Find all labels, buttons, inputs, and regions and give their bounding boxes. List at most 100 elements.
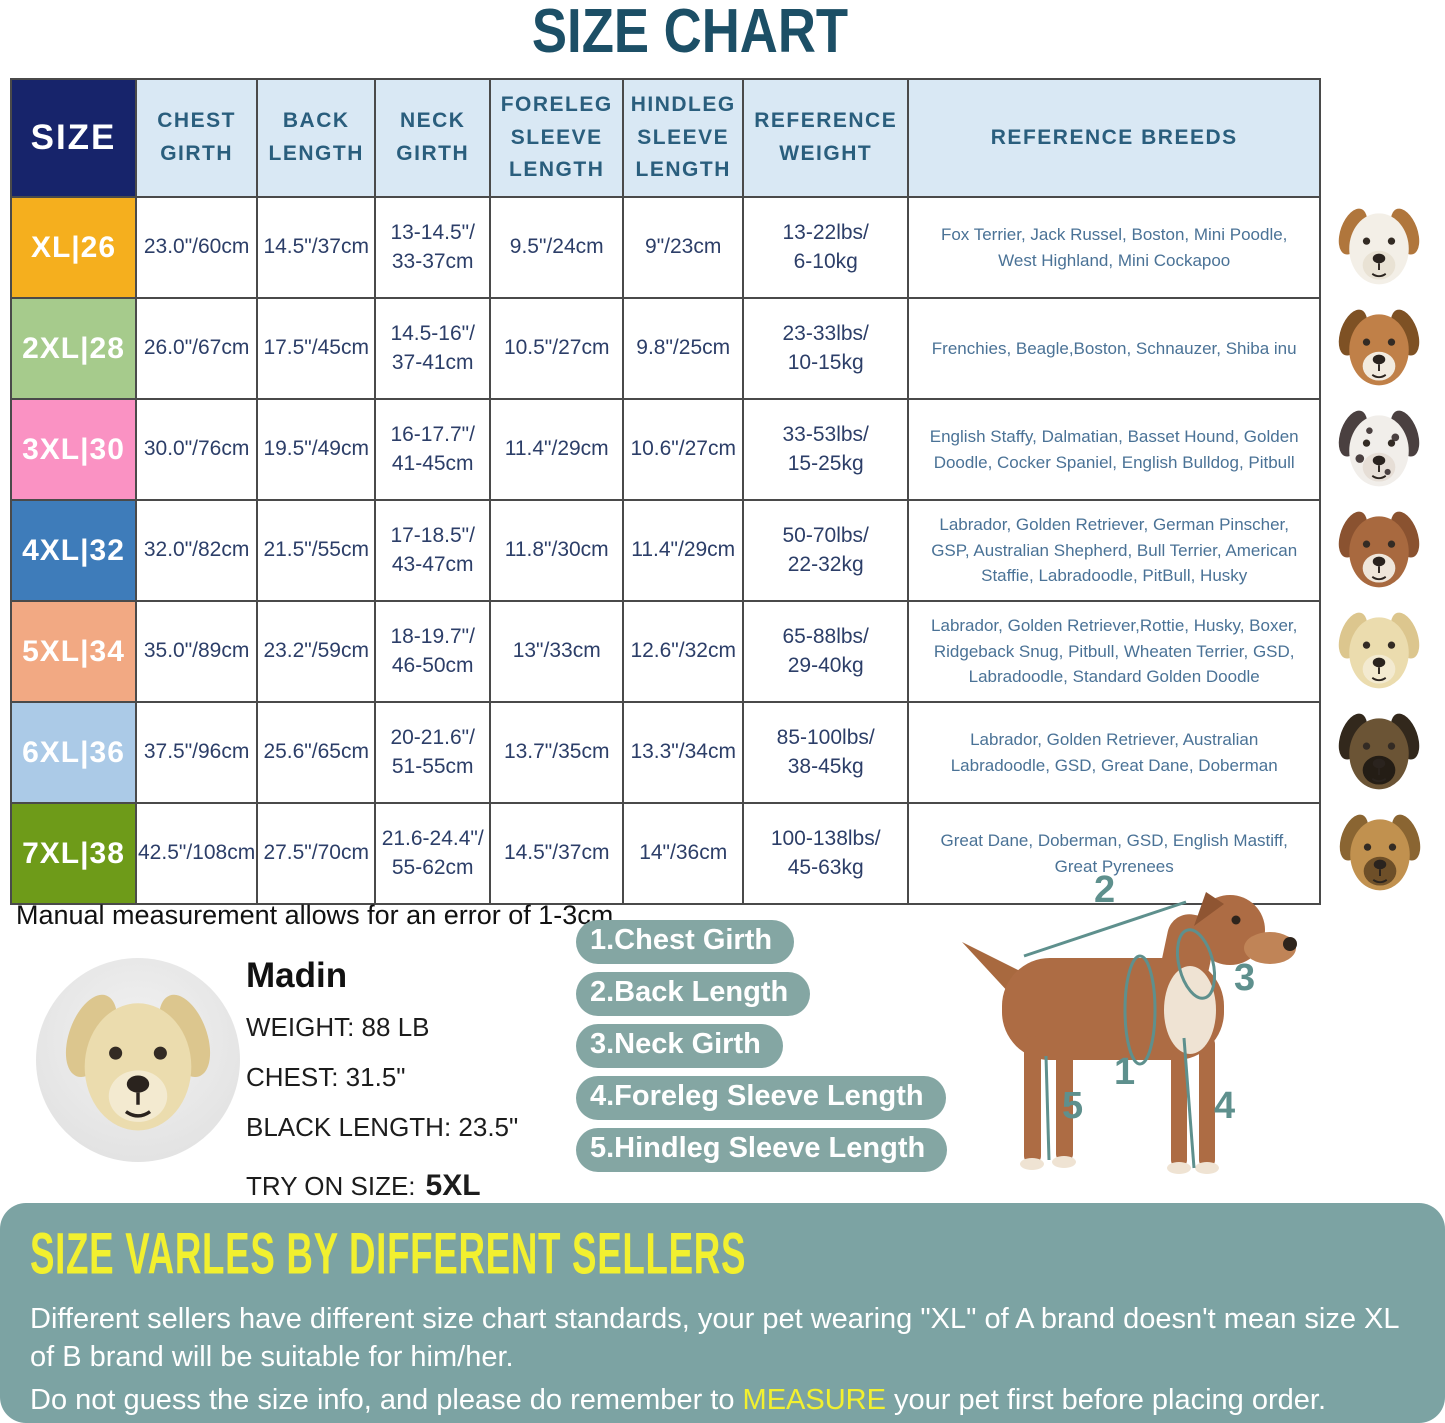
measurement-pill-5: 5.Hindleg Sleeve Length bbox=[576, 1128, 948, 1172]
size-row-4xl-32: 4XL|32 32.0"/82cm 21.5"/55cm 17-18.5"/ 43-4… bbox=[10, 499, 1439, 602]
labrador-photo bbox=[1338, 612, 1420, 689]
foreleg-line bbox=[1182, 1037, 1196, 1169]
column-header-hindleg-sleeve-length: HINDLEG SLEEVE LENGTH bbox=[622, 78, 745, 198]
table-header-row: SIZE CHEST GIRTH BACK LENGTH NECK GIRTH FORE… bbox=[10, 78, 1439, 198]
back-length-cell: 27.5"/70cm bbox=[256, 802, 377, 905]
size-cell: 2XL|28 bbox=[10, 297, 137, 400]
reference-weight-cell: 65-88lbs/ 29-40kg bbox=[742, 600, 910, 703]
neck-girth-cell: 13-14.5"/ 33-37cm bbox=[374, 196, 492, 299]
dalmatian-photo bbox=[1338, 410, 1420, 487]
hindleg-sleeve-cell: 11.4"/29cm bbox=[622, 499, 745, 602]
reference-breeds-cell: Frenchies, Beagle,Boston, Schnauzer, Shi… bbox=[907, 297, 1322, 400]
foreleg-sleeve-cell: 11.4"/29cm bbox=[489, 398, 625, 501]
neck-girth-cell: 17-18.5"/ 43-47cm bbox=[374, 499, 492, 602]
german-shepherd-photo bbox=[1338, 713, 1420, 790]
measure-highlight: MEASURE bbox=[742, 1384, 886, 1417]
table-body: XL|26 23.0"/60cm 14.5"/37cm 13-14.5"/ 33-37… bbox=[10, 196, 1439, 905]
size-row-3xl-30: 3XL|30 30.0"/76cm 19.5"/49cm 16-17.7"/ 41-4… bbox=[10, 398, 1439, 501]
size-cell: 6XL|36 bbox=[10, 701, 137, 804]
back-length-line bbox=[1023, 900, 1187, 958]
foreleg-sleeve-cell: 9.5"/24cm bbox=[489, 196, 625, 299]
reference-breeds-cell: Great Dane, Doberman, GSD, English Masti… bbox=[907, 802, 1322, 905]
neck-girth-cell: 14.5-16"/ 37-41cm bbox=[374, 297, 492, 400]
reference-breeds-cell: Labrador, Golden Retriever,Rottie, Husky… bbox=[907, 600, 1322, 703]
header-row: SIZE CHEST GIRTH BACK LENGTH NECK GIRTH FORE… bbox=[10, 78, 1439, 198]
hindleg-sleeve-cell: 9"/23cm bbox=[622, 196, 745, 299]
chest-girth-cell: 30.0"/76cm bbox=[134, 398, 259, 501]
chest-girth-cell: 42.5"/108cm bbox=[134, 802, 259, 905]
neck-girth-cell: 20-21.6"/ 51-55cm bbox=[374, 701, 492, 804]
column-header-reference-breeds: REFERENCE BREEDS bbox=[907, 78, 1322, 198]
measurement-legend: 1.Chest Girth 2.Back Length 3.Neck Girth 4.… bbox=[576, 920, 948, 1172]
size-row-5xl-34: 5XL|34 35.0"/89cm 23.2"/59cm 18-19.7"/ 46-5… bbox=[10, 600, 1439, 703]
american-staffordshire-photo bbox=[1338, 511, 1420, 588]
foreleg-sleeve-cell: 13"/33cm bbox=[489, 600, 625, 703]
great-dane-photo bbox=[1339, 814, 1420, 891]
hindleg-sleeve-cell: 10.6"/27cm bbox=[622, 398, 745, 501]
model-dog-avatar bbox=[36, 958, 240, 1162]
hindleg-sleeve-cell: 14"/36cm bbox=[622, 802, 745, 905]
back-length-cell: 23.2"/59cm bbox=[256, 600, 377, 703]
seller-warning-text-1: Different sellers have different size ch… bbox=[30, 1303, 1399, 1373]
column-header-reference-weight: REFERENCE WEIGHT bbox=[742, 78, 910, 198]
back-length-cell: 19.5"/49cm bbox=[256, 398, 377, 501]
neck-girth-line bbox=[1175, 928, 1217, 1000]
breed-photo-cell bbox=[1320, 803, 1439, 904]
model-chest: CHEST: 31.5" bbox=[246, 1062, 406, 1092]
jack-russell-terrier-photo bbox=[1338, 208, 1420, 285]
neck-girth-cell: 18-19.7"/ 46-50cm bbox=[374, 600, 492, 703]
breed-photo-cell bbox=[1320, 702, 1439, 803]
measurement-pill-1: 1.Chest Girth bbox=[576, 920, 795, 964]
breed-photo-cell bbox=[1320, 399, 1439, 500]
try-on-size-value: 5XL bbox=[425, 1169, 481, 1202]
model-info: Madin WEIGHT: 88 LB CHEST: 31.5" BLACK L… bbox=[246, 956, 576, 1229]
column-header-neck-girth: NECK GIRTH bbox=[374, 78, 492, 198]
measurement-lines bbox=[1023, 900, 1217, 1169]
foreleg-sleeve-cell: 14.5"/37cm bbox=[489, 802, 625, 905]
page-title: SIZE CHART bbox=[531, 0, 849, 66]
size-cell: 5XL|34 bbox=[10, 600, 137, 703]
model-back-length: BLACK LENGTH: 23.5" bbox=[246, 1112, 519, 1142]
diagram-label-5: 5 bbox=[1062, 1085, 1083, 1127]
reference-breeds-cell: Fox Terrier, Jack Russel, Boston, Mini P… bbox=[907, 196, 1322, 299]
size-row-6xl-36: 6XL|36 37.5"/96cm 25.6"/65cm 20-21.6"/ 51-5… bbox=[10, 701, 1439, 804]
size-cell: XL|26 bbox=[10, 196, 137, 299]
breed-photo-cell bbox=[1320, 298, 1439, 399]
seller-warning-panel: SIZE VARLES BY DIFFERENT SELLERS Differe… bbox=[0, 1203, 1445, 1423]
photo-column-header bbox=[1320, 79, 1439, 197]
model-name: Madin bbox=[246, 956, 348, 995]
reference-breeds-cell: Labrador, Golden Retriever, Australian L… bbox=[907, 701, 1322, 804]
hindleg-sleeve-cell: 13.3"/34cm bbox=[622, 701, 745, 804]
neck-girth-cell: 21.6-24.4"/ 55-62cm bbox=[374, 802, 492, 905]
column-header-foreleg-sleeve-length: FORELEG SLEEVE LENGTH bbox=[489, 78, 625, 198]
chest-girth-cell: 23.0"/60cm bbox=[134, 196, 259, 299]
size-row-7xl-38: 7XL|38 42.5"/108cm 27.5"/70cm 21.6-24.4"/ 5… bbox=[10, 802, 1439, 905]
reference-weight-cell: 13-22lbs/ 6-10kg bbox=[742, 196, 910, 299]
diagram-label-2: 2 bbox=[1094, 869, 1115, 911]
reference-weight-cell: 85-100lbs/ 38-45kg bbox=[742, 701, 910, 804]
reference-breeds-cell: Labrador, Golden Retriever, German Pinsc… bbox=[907, 499, 1322, 602]
seller-warning-text-2: Do not guess the size info, and please d… bbox=[30, 1384, 1327, 1417]
reference-breeds-cell: English Staffy, Dalmatian, Basset Hound,… bbox=[907, 398, 1322, 501]
size-chart-table: SIZE CHEST GIRTH BACK LENGTH NECK GIRTH FORE… bbox=[10, 78, 1439, 905]
size-cell: 7XL|38 bbox=[10, 802, 137, 905]
column-header-chest-girth: CHEST GIRTH bbox=[134, 78, 259, 198]
measurement-numbers: 1 2 3 4 5 bbox=[1062, 869, 1255, 1127]
breed-photo-cell bbox=[1320, 197, 1439, 298]
model-weight: WEIGHT: 88 LB bbox=[246, 1012, 430, 1042]
seller-warning-title: SIZE VARLES BY DIFFERENT SELLERS bbox=[30, 1221, 747, 1287]
breed-photo-cell bbox=[1320, 500, 1439, 601]
reference-weight-cell: 50-70lbs/ 22-32kg bbox=[742, 499, 910, 602]
diagram-label-1: 1 bbox=[1114, 1051, 1135, 1093]
madin-labrador-photo bbox=[65, 994, 211, 1131]
reference-weight-cell: 23-33lbs/ 10-15kg bbox=[742, 297, 910, 400]
beagle-photo bbox=[1338, 309, 1420, 386]
chest-girth-cell: 35.0"/89cm bbox=[134, 600, 259, 703]
column-header-back-length: BACK LENGTH bbox=[256, 78, 377, 198]
chest-girth-cell: 32.0"/82cm bbox=[134, 499, 259, 602]
breed-photo-cell bbox=[1320, 601, 1439, 702]
chest-girth-cell: 37.5"/96cm bbox=[134, 701, 259, 804]
chest-girth-line bbox=[1123, 954, 1157, 1066]
back-length-cell: 14.5"/37cm bbox=[256, 196, 377, 299]
